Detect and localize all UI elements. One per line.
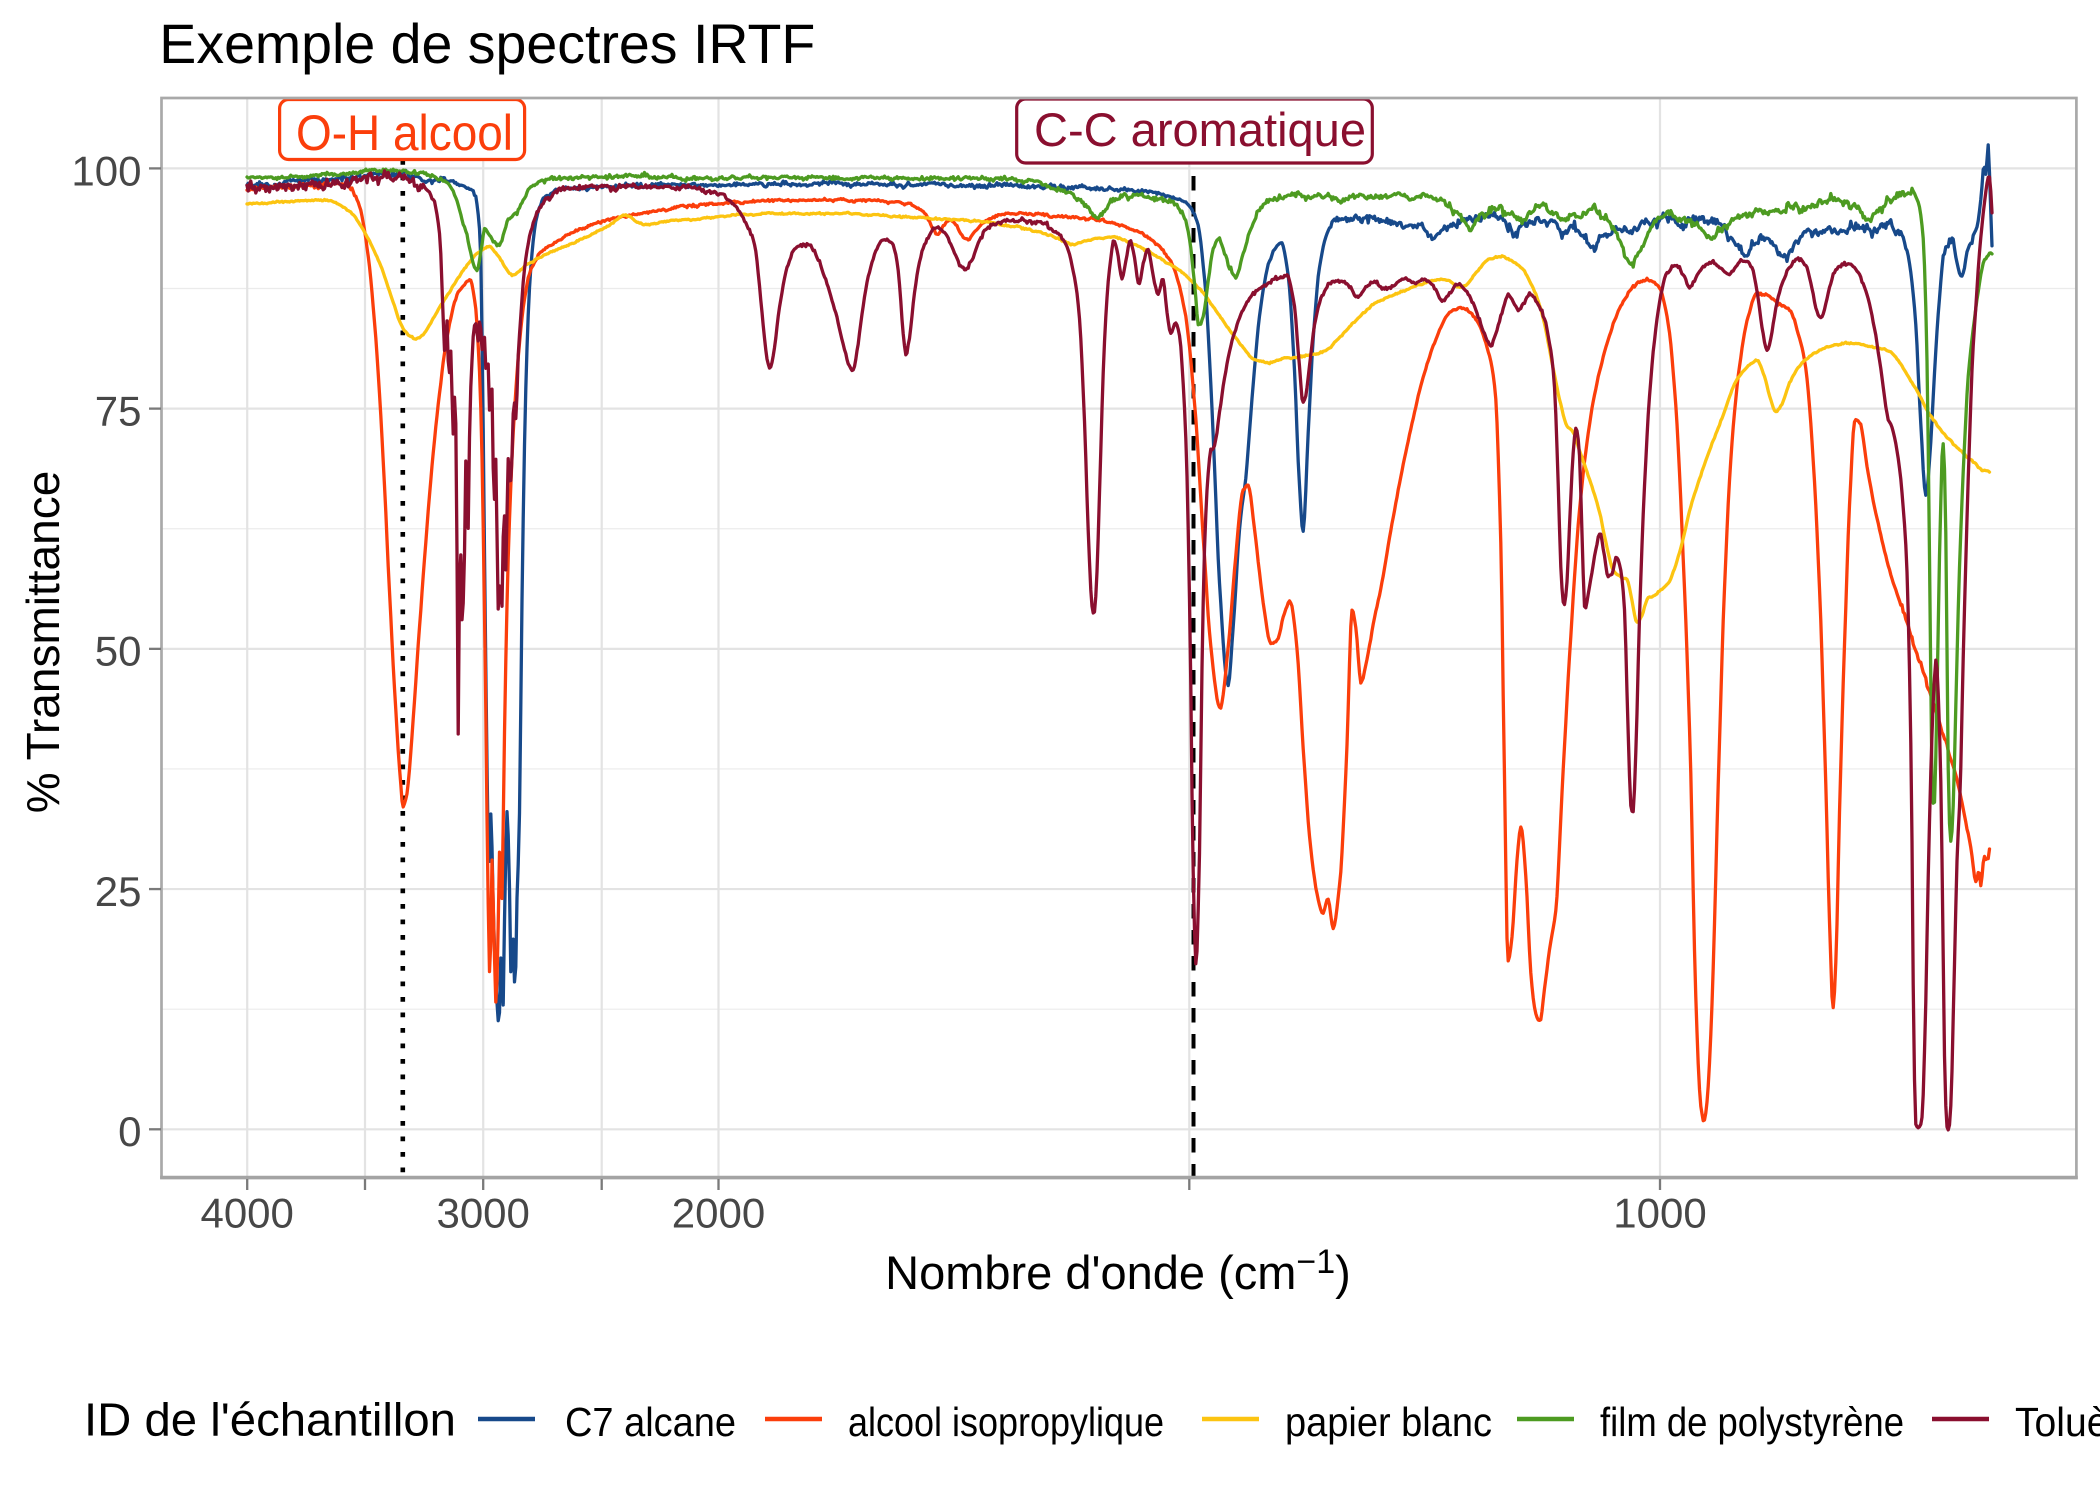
- svg-text:3000: 3000: [436, 1190, 529, 1237]
- svg-text:25: 25: [95, 868, 142, 915]
- svg-text:O-H alcool: O-H alcool: [296, 105, 513, 161]
- svg-text:papier blanc: papier blanc: [1285, 1399, 1492, 1445]
- svg-text:ID de l'échantillon: ID de l'échantillon: [84, 1394, 456, 1446]
- svg-text:2000: 2000: [672, 1190, 765, 1237]
- svg-text:alcool isopropylique: alcool isopropylique: [848, 1399, 1164, 1445]
- svg-text:Exemple de spectres IRTF: Exemple de spectres IRTF: [159, 13, 815, 75]
- svg-text:75: 75: [95, 388, 142, 435]
- svg-text:0: 0: [118, 1108, 141, 1155]
- svg-text:100: 100: [71, 147, 141, 194]
- svg-text:Nombre d'onde (cm−1): Nombre d'onde (cm−1): [885, 1243, 1351, 1299]
- svg-text:% Transmittance: % Transmittance: [17, 471, 69, 814]
- svg-text:1000: 1000: [1613, 1190, 1706, 1237]
- svg-text:Toluène: Toluène: [2015, 1399, 2100, 1445]
- svg-text:C-C aromatique: C-C aromatique: [1034, 103, 1366, 156]
- svg-text:50: 50: [95, 628, 142, 675]
- svg-text:film de polystyrène: film de polystyrène: [1600, 1399, 1904, 1445]
- svg-text:4000: 4000: [200, 1190, 293, 1237]
- svg-text:C7 alcane: C7 alcane: [565, 1399, 736, 1445]
